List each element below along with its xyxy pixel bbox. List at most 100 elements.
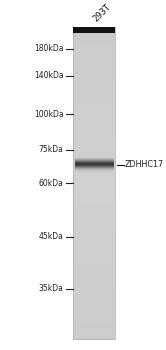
Bar [73,138,115,140]
Bar [73,322,115,324]
Bar [73,241,115,243]
Bar [75,167,114,168]
Bar [73,180,115,182]
Bar [73,275,115,277]
Bar [73,208,115,210]
Bar [75,171,114,172]
Bar [73,193,115,195]
Bar [73,178,115,180]
Bar [73,77,115,79]
Bar [75,164,114,165]
Bar [73,305,115,307]
Bar [73,202,115,204]
Bar [73,283,115,285]
Bar [73,127,115,129]
Bar [73,211,115,213]
Bar [73,314,115,316]
Bar [73,267,115,270]
Bar [73,35,115,37]
Bar [73,295,115,298]
Bar [73,128,115,131]
Bar [73,310,115,312]
Bar [73,338,115,340]
Bar [73,174,115,176]
Bar [73,281,115,284]
Bar [75,173,114,174]
Bar [73,80,115,82]
Bar [73,158,115,160]
Bar [73,260,115,261]
Bar [73,328,115,330]
Bar [73,168,115,169]
Bar [73,27,115,339]
Bar [73,111,115,113]
Bar [75,163,114,164]
Bar [73,236,115,238]
Bar [73,258,115,260]
Bar [73,62,115,63]
Bar [73,206,115,209]
Bar [75,172,114,173]
Bar [73,133,115,135]
Bar [75,166,114,167]
Bar [75,165,114,166]
Bar [73,107,115,108]
Bar [73,146,115,148]
Bar [73,222,115,224]
Bar [73,331,115,333]
Bar [73,143,115,145]
Bar [73,54,115,56]
Bar [73,264,115,266]
Bar [73,49,115,51]
Bar [73,36,115,38]
Bar [73,30,115,32]
Bar [73,286,115,288]
Bar [73,71,115,73]
Bar [73,229,115,230]
Bar [75,171,114,172]
Bar [73,243,115,244]
Bar [75,158,114,159]
Bar [73,218,115,219]
Bar [73,102,115,104]
Bar [73,274,115,275]
Bar [75,159,114,160]
Bar [75,163,114,164]
Bar [75,168,114,169]
Bar [75,161,114,162]
Bar [73,27,115,29]
Bar [73,110,115,112]
Bar [73,205,115,207]
Bar [73,69,115,71]
Bar [73,278,115,280]
Bar [73,125,115,127]
Bar [73,74,115,76]
Bar [73,269,115,271]
Text: 75kDa: 75kDa [39,145,64,154]
Bar [73,100,115,103]
Bar [75,162,114,163]
Bar [75,172,114,173]
Bar [75,168,114,169]
Bar [75,160,114,161]
Bar [73,335,115,336]
Bar [73,247,115,249]
Bar [73,235,115,237]
Bar [73,224,115,226]
Bar [73,271,115,273]
Bar [73,302,115,304]
Bar [73,58,115,60]
Bar [73,160,115,162]
Bar [73,246,115,247]
Bar [75,174,114,175]
Bar [75,172,114,173]
Bar [73,119,115,121]
Bar [73,114,115,117]
Bar [73,244,115,246]
Bar [73,72,115,74]
Bar [73,182,115,183]
Bar [73,321,115,322]
Bar [73,319,115,321]
Bar [73,280,115,282]
Bar [73,327,115,329]
